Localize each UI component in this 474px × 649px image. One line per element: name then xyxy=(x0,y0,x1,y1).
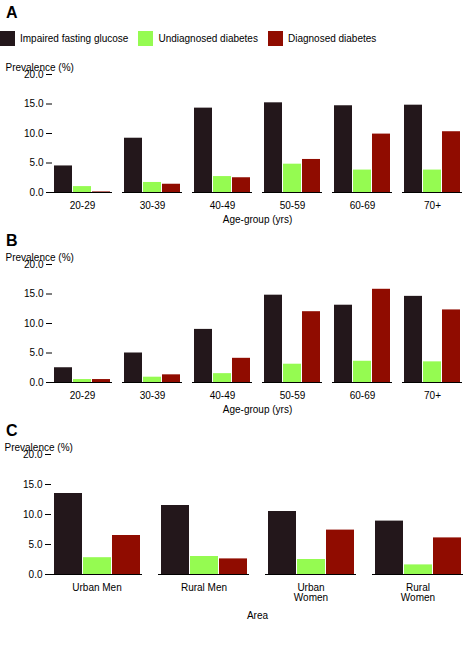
svg-text:0.0: 0.0 xyxy=(30,187,44,198)
svg-text:20.0: 20.0 xyxy=(24,258,44,270)
svg-text:10.0: 10.0 xyxy=(24,318,44,329)
svg-text:20-29: 20-29 xyxy=(70,200,96,211)
svg-text:5.0: 5.0 xyxy=(30,157,44,168)
svg-text:Prevalence (%): Prevalence (%) xyxy=(6,62,74,73)
svg-text:Prevalence (%): Prevalence (%) xyxy=(6,252,74,263)
svg-text:50-59: 50-59 xyxy=(280,200,306,211)
svg-text:10.0: 10.0 xyxy=(24,128,44,139)
svg-text:40-49: 40-49 xyxy=(210,390,236,401)
svg-text:0.0: 0.0 xyxy=(30,377,44,388)
svg-text:60-69: 60-69 xyxy=(350,390,376,401)
svg-text:0.0: 0.0 xyxy=(29,569,43,580)
svg-text:Age-group (yrs): Age-group (yrs) xyxy=(223,404,292,415)
svg-text:20-29: 20-29 xyxy=(70,390,96,401)
html-text:Impaired fasting glucose: Impaired fasting glucose xyxy=(20,33,129,44)
svg-text:70+: 70+ xyxy=(424,200,441,211)
svg-text:60-69: 60-69 xyxy=(350,200,376,211)
svg-text:70+: 70+ xyxy=(424,390,441,401)
svg-text:5.0: 5.0 xyxy=(30,347,44,358)
svg-text:UrbanWomen: UrbanWomen xyxy=(294,582,328,603)
svg-text:Rural Men: Rural Men xyxy=(181,582,227,593)
svg-text:30-39: 30-39 xyxy=(140,390,166,401)
svg-text:5.0: 5.0 xyxy=(29,539,43,550)
svg-text:30-39: 30-39 xyxy=(140,200,166,211)
svg-text:Age-group (yrs): Age-group (yrs) xyxy=(223,214,292,225)
svg-text:15.0: 15.0 xyxy=(24,288,44,299)
svg-text:Area: Area xyxy=(247,610,269,621)
html-text:C: C xyxy=(6,422,18,439)
svg-text:RuralWomen: RuralWomen xyxy=(401,582,435,603)
svg-text:20.0: 20.0 xyxy=(24,68,44,80)
svg-text:15.0: 15.0 xyxy=(23,479,43,490)
svg-text:Urban Men: Urban Men xyxy=(72,582,121,593)
svg-text:20.0: 20.0 xyxy=(23,448,43,460)
svg-text:50-59: 50-59 xyxy=(280,390,306,401)
svg-text:40-49: 40-49 xyxy=(210,200,236,211)
html-text:Diagnosed diabetes: Diagnosed diabetes xyxy=(287,33,377,44)
svg-text:15.0: 15.0 xyxy=(24,98,44,109)
html-text:B: B xyxy=(6,232,18,249)
svg-text:Prevalence (%): Prevalence (%) xyxy=(5,442,73,453)
html-text:A: A xyxy=(6,4,18,21)
svg-text:10.0: 10.0 xyxy=(23,509,43,520)
html-text:Undiagnosed diabetes: Undiagnosed diabetes xyxy=(158,33,258,44)
